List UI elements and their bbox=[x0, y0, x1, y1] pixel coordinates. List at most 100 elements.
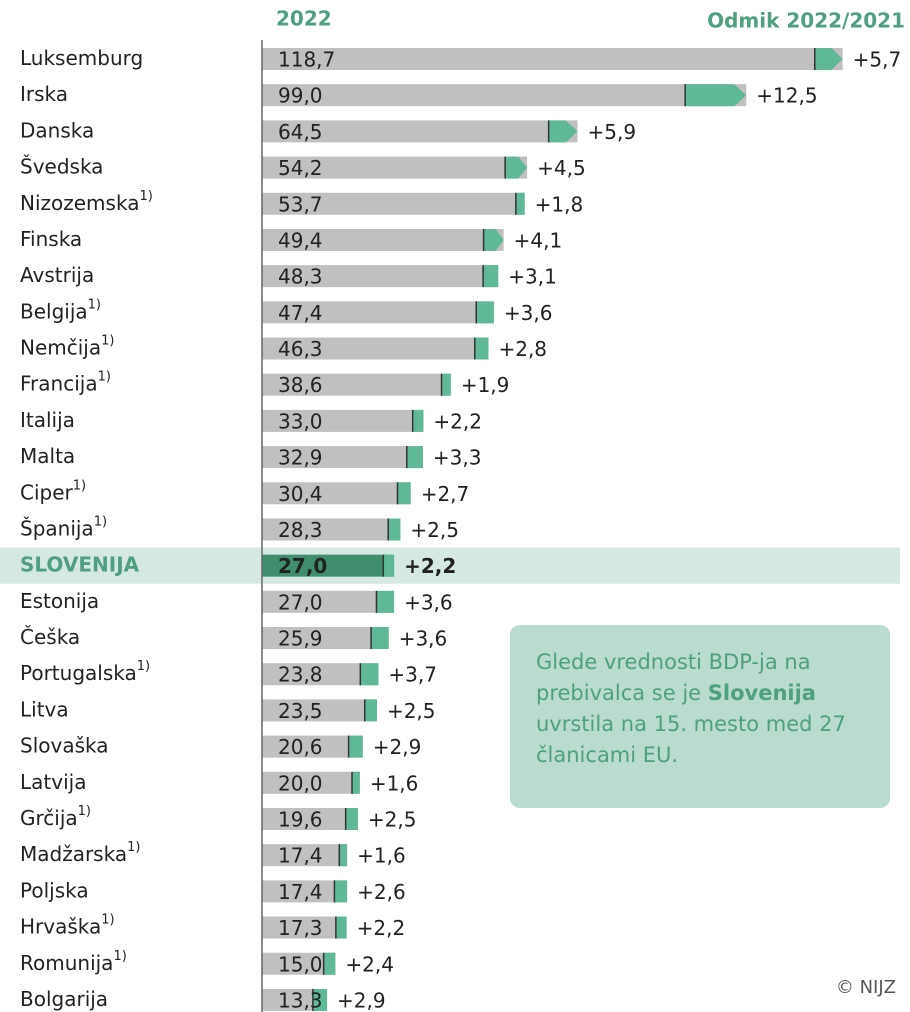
category-label: Španija1) bbox=[20, 514, 107, 540]
bar bbox=[262, 699, 377, 722]
change-arrow bbox=[388, 518, 401, 541]
footnote: 1) bbox=[78, 803, 91, 818]
category-label: Nemčija1) bbox=[20, 333, 114, 359]
change-label: +3,3 bbox=[433, 446, 482, 470]
footnote: 1) bbox=[101, 912, 114, 927]
change-label: +2,2 bbox=[404, 554, 456, 578]
change-arrow bbox=[515, 192, 525, 215]
footnote: 1) bbox=[101, 333, 114, 348]
value-label: 20,6 bbox=[278, 735, 323, 759]
change-label: +2,9 bbox=[373, 735, 422, 759]
change-arrow bbox=[685, 84, 747, 107]
bar bbox=[262, 446, 423, 469]
value-label: 47,4 bbox=[278, 301, 323, 325]
value-label: 48,3 bbox=[278, 265, 323, 289]
category-name: Litva bbox=[20, 697, 69, 721]
category-label: Ciper1) bbox=[20, 478, 86, 504]
change-arrow bbox=[814, 48, 843, 70]
category-label: Romunija1) bbox=[20, 948, 127, 974]
change-arrow bbox=[406, 446, 423, 469]
bar bbox=[262, 988, 328, 1011]
category-label: Irska bbox=[20, 82, 68, 106]
change-arrow bbox=[474, 337, 489, 360]
category-label: Avstrija bbox=[20, 263, 94, 287]
change-arrow bbox=[476, 301, 494, 324]
header-value: 2022 bbox=[276, 7, 332, 31]
change-arrow bbox=[360, 663, 379, 686]
bar bbox=[262, 120, 578, 143]
category-label: Estonija bbox=[20, 588, 99, 612]
category-name: Irska bbox=[20, 82, 68, 106]
category-label: Poljska bbox=[20, 878, 89, 902]
category-name: SLOVENIJA bbox=[20, 552, 140, 576]
category-name: Slovaška bbox=[20, 733, 109, 757]
credit: © NIJZ bbox=[835, 977, 896, 998]
value-label: 17,3 bbox=[278, 916, 323, 940]
value-label: 23,8 bbox=[278, 663, 323, 687]
footnote: 1) bbox=[98, 369, 111, 384]
change-label: +2,4 bbox=[345, 952, 394, 976]
change-arrow bbox=[339, 844, 348, 867]
category-name: Avstrija bbox=[20, 263, 94, 287]
footnote: 1) bbox=[73, 478, 86, 493]
bar bbox=[262, 373, 451, 396]
category-name: Estonija bbox=[20, 588, 99, 612]
category-name: Italija bbox=[20, 407, 75, 431]
category-label: Češka bbox=[20, 625, 80, 649]
change-arrow bbox=[376, 590, 395, 613]
bar bbox=[262, 554, 395, 577]
bar bbox=[262, 807, 358, 830]
category-name: Finska bbox=[20, 226, 82, 250]
category-name: Bolgarija bbox=[20, 986, 108, 1010]
category-name: Švedska bbox=[20, 154, 103, 178]
highlight-band bbox=[0, 547, 900, 584]
bar bbox=[262, 627, 389, 650]
bar bbox=[262, 156, 528, 179]
category-label: SLOVENIJA bbox=[20, 552, 140, 576]
change-label: +3,1 bbox=[508, 265, 557, 289]
change-arrow bbox=[441, 373, 451, 396]
category-label: Luksemburg bbox=[20, 46, 143, 70]
value-label: 13,3 bbox=[278, 988, 323, 1012]
change-label: +2,5 bbox=[387, 699, 436, 723]
bar bbox=[262, 880, 348, 903]
category-name: Latvija bbox=[20, 769, 86, 793]
callout-bold: Slovenija bbox=[707, 681, 816, 705]
category-name: Portugalska bbox=[20, 661, 137, 685]
footnote: 1) bbox=[94, 514, 107, 529]
value-label: 27,0 bbox=[278, 554, 327, 578]
change-label: +1,6 bbox=[357, 844, 406, 868]
value-label: 49,4 bbox=[278, 228, 323, 252]
change-label: +4,1 bbox=[514, 228, 563, 252]
bar bbox=[262, 84, 747, 107]
change-arrow bbox=[397, 482, 411, 505]
change-label: +1,6 bbox=[370, 771, 419, 795]
change-label: +2,7 bbox=[421, 482, 470, 506]
bar bbox=[262, 952, 336, 975]
change-arrow bbox=[483, 265, 499, 288]
change-label: +3,6 bbox=[399, 627, 448, 651]
category-label: Latvija bbox=[20, 769, 86, 793]
change-arrow bbox=[371, 627, 389, 650]
category-label: Belgija1) bbox=[20, 297, 101, 323]
callout-text: uvrstila na 15. mesto med 27 članicami E… bbox=[536, 712, 846, 767]
category-label: Danska bbox=[20, 118, 94, 142]
value-label: 118,7 bbox=[278, 48, 335, 72]
change-arrow bbox=[483, 228, 504, 251]
change-label: +2,5 bbox=[368, 807, 417, 831]
value-label: 28,3 bbox=[278, 518, 323, 542]
bar bbox=[262, 844, 348, 867]
bar bbox=[262, 663, 379, 686]
footnote: 1) bbox=[88, 297, 101, 312]
category-name: Luksemburg bbox=[20, 46, 143, 70]
footnote: 1) bbox=[137, 659, 150, 674]
bar bbox=[262, 735, 363, 758]
callout-text: Glede vrednosti BDP-ja na prebivalca se … bbox=[536, 650, 811, 705]
category-label: Finska bbox=[20, 226, 82, 250]
category-name: Romunija bbox=[20, 950, 113, 974]
value-label: 17,4 bbox=[278, 880, 323, 904]
change-arrow bbox=[323, 952, 336, 975]
change-label: +5,9 bbox=[588, 120, 637, 144]
category-label: Francija1) bbox=[20, 369, 111, 395]
